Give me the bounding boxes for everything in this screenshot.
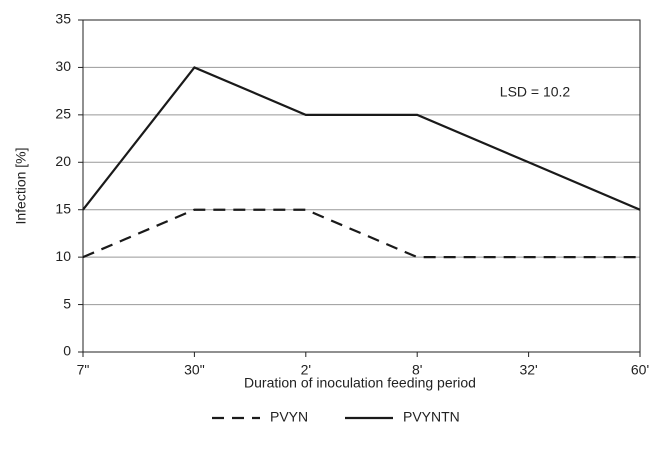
plot-frame (82, 19, 641, 353)
y-tick-label: 10 (55, 248, 71, 264)
x-tick-label: 8' (412, 362, 422, 378)
legend-label: PVYNTN (403, 409, 460, 425)
x-axis-label: Duration of inoculation feeding period (244, 375, 476, 391)
y-tick-label: 30 (55, 58, 71, 74)
x-tick-label: 2' (301, 362, 311, 378)
series-line (82, 208, 640, 259)
x-tick-label: 32' (519, 362, 537, 378)
x-tick-label: 60' (631, 362, 649, 378)
y-tick-label: 0 (63, 343, 71, 359)
x-tick-label: 7" (77, 362, 90, 378)
x-tick-label: 30" (184, 362, 205, 378)
annotation: LSD = 10.2 (500, 84, 571, 100)
y-tick-label: 20 (55, 153, 71, 169)
y-tick-label: 35 (55, 11, 71, 27)
y-axis-label: Infection [%] (13, 147, 29, 224)
y-tick-label: 25 (55, 106, 71, 122)
y-tick-label: 5 (63, 295, 71, 311)
y-tick-label: 15 (55, 200, 71, 216)
legend-label: PVYN (270, 409, 308, 425)
series-line (82, 66, 641, 211)
